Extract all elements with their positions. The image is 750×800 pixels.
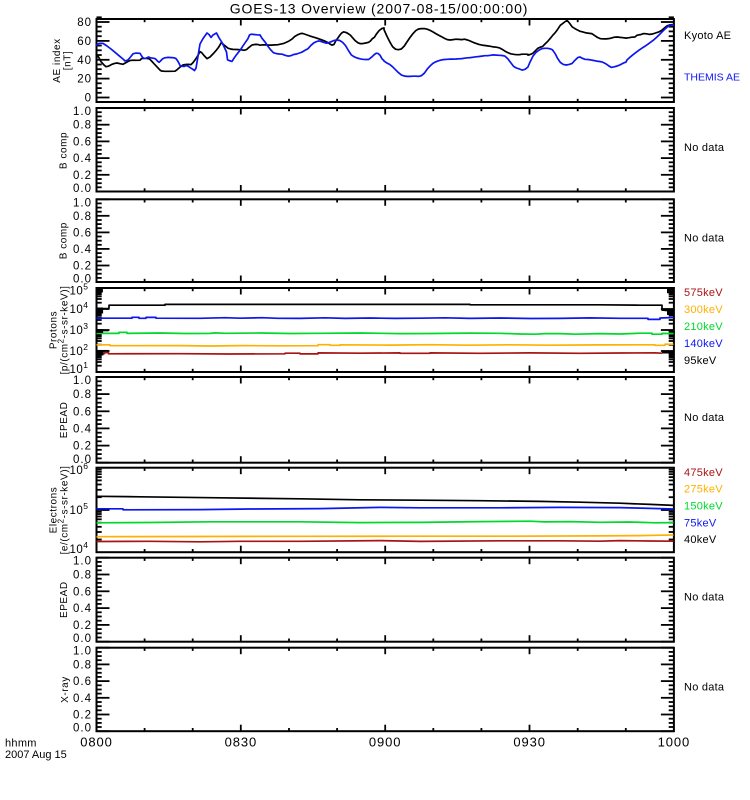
svg-text:1.0: 1.0	[73, 106, 92, 118]
svg-text:210keV: 210keV	[684, 321, 723, 333]
svg-text:0.0: 0.0	[73, 633, 92, 645]
svg-text:X-ray: X-ray	[60, 676, 71, 703]
svg-text:0.6: 0.6	[73, 586, 92, 598]
svg-text:0.4: 0.4	[73, 244, 92, 256]
svg-text:0.4: 0.4	[73, 693, 92, 705]
svg-text:40: 40	[77, 55, 92, 67]
svg-text:0.6: 0.6	[73, 676, 92, 688]
svg-text:0.0: 0.0	[73, 274, 92, 286]
svg-text:0.6: 0.6	[73, 227, 92, 239]
svg-text:40keV: 40keV	[684, 534, 717, 546]
svg-text:0.8: 0.8	[73, 211, 92, 223]
svg-text:95keV: 95keV	[684, 355, 717, 367]
svg-text:No data: No data	[684, 142, 725, 154]
svg-text:B comp: B comp	[59, 132, 70, 169]
svg-text:0.0: 0.0	[73, 183, 92, 195]
svg-text:575keV: 575keV	[684, 287, 723, 299]
svg-text:0.8: 0.8	[73, 120, 92, 132]
svg-text:B comp: B comp	[59, 222, 70, 259]
svg-text:0.6: 0.6	[73, 406, 92, 418]
svg-text:No data: No data	[684, 682, 725, 694]
svg-text:0.2: 0.2	[73, 441, 92, 453]
svg-text:140keV: 140keV	[684, 338, 723, 350]
svg-text:2007 Aug 15: 2007 Aug 15	[5, 749, 67, 761]
svg-text:0.4: 0.4	[73, 603, 92, 615]
svg-text:75keV: 75keV	[684, 517, 717, 529]
svg-text:1.0: 1.0	[73, 197, 92, 209]
svg-text:AE index: AE index	[52, 38, 63, 82]
svg-text:[e/(cm2-s-sr-keV)]: [e/(cm2-s-sr-keV)]	[57, 466, 71, 555]
svg-text:Kyoto AE: Kyoto AE	[684, 30, 731, 42]
svg-text:0.8: 0.8	[73, 389, 92, 401]
svg-text:150keV: 150keV	[684, 501, 723, 513]
svg-text:0.6: 0.6	[73, 136, 92, 148]
svg-text:1.0: 1.0	[73, 556, 92, 568]
svg-text:0.4: 0.4	[73, 423, 92, 435]
svg-text:No data: No data	[684, 412, 725, 424]
svg-text:No data: No data	[684, 233, 725, 245]
svg-text:0.8: 0.8	[73, 570, 92, 582]
svg-text:hhmm: hhmm	[5, 738, 37, 750]
svg-text:0.2: 0.2	[73, 620, 92, 632]
svg-text:1000: 1000	[658, 735, 691, 750]
svg-text:EPEAD: EPEAD	[59, 402, 70, 439]
svg-text:0900: 0900	[369, 735, 402, 750]
svg-text:475keV: 475keV	[684, 467, 723, 479]
svg-text:275keV: 275keV	[684, 484, 723, 496]
svg-text:20: 20	[77, 74, 92, 86]
svg-text:80: 80	[77, 17, 92, 29]
svg-text:Protons: Protons	[49, 311, 60, 349]
svg-text:0.4: 0.4	[73, 153, 92, 165]
svg-text:0.2: 0.2	[73, 710, 92, 722]
svg-text:Electrons: Electrons	[49, 487, 60, 534]
svg-text:0.2: 0.2	[73, 170, 92, 182]
svg-text:0.8: 0.8	[73, 659, 92, 671]
svg-text:0830: 0830	[225, 735, 258, 750]
svg-text:1.0: 1.0	[73, 646, 92, 658]
svg-text:[p/(cm2-s-sr-keV)]: [p/(cm2-s-sr-keV)]	[57, 286, 71, 375]
svg-text:0.2: 0.2	[73, 261, 92, 273]
svg-text:0800: 0800	[80, 735, 113, 750]
svg-text:60: 60	[77, 36, 92, 48]
svg-text:[nT]: [nT]	[63, 51, 74, 70]
svg-text:1.0: 1.0	[73, 375, 92, 387]
svg-text:0.0: 0.0	[73, 723, 92, 735]
svg-text:0.0: 0.0	[73, 454, 92, 466]
svg-text:THEMIS AE: THEMIS AE	[684, 72, 740, 84]
svg-text:GOES-13 Overview (2007-08-15/0: GOES-13 Overview (2007-08-15/00:00:00)	[230, 1, 528, 17]
svg-text:No data: No data	[684, 592, 725, 604]
svg-text:300keV: 300keV	[684, 304, 723, 316]
svg-text:0930: 0930	[513, 735, 546, 750]
svg-text:0: 0	[85, 93, 92, 105]
svg-text:EPEAD: EPEAD	[59, 581, 70, 618]
